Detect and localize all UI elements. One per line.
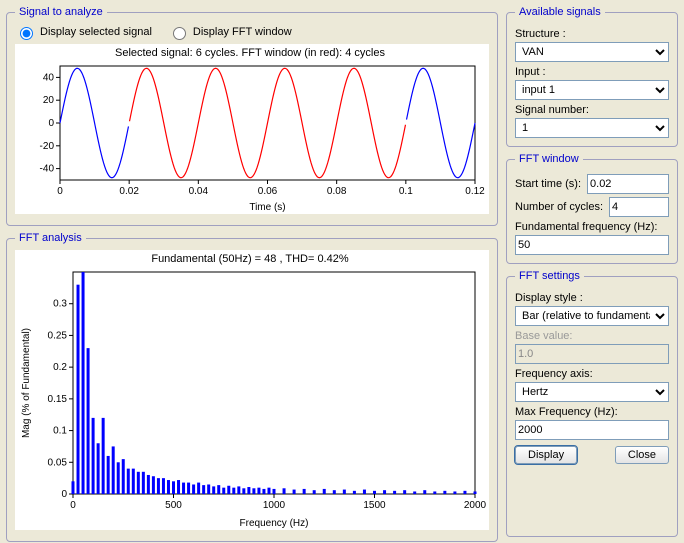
- svg-text:0.3: 0.3: [53, 299, 67, 310]
- max-freq-label: Max Frequency (Hz):: [515, 406, 669, 418]
- start-time-input[interactable]: [587, 174, 669, 194]
- freq-axis-label: Frequency axis:: [515, 368, 669, 380]
- ncycles-label: Number of cycles:: [515, 201, 603, 213]
- base-value-input: [515, 344, 669, 364]
- svg-text:0: 0: [70, 500, 76, 511]
- svg-text:0: 0: [48, 118, 54, 129]
- signal-chart: Selected signal: 6 cycles. FFT window (i…: [15, 44, 489, 214]
- svg-text:0.08: 0.08: [327, 186, 347, 197]
- available-signals-panel: Available signals Structure : VAN Input …: [506, 6, 678, 147]
- fft-settings-panel: FFT settings Display style : Bar (relati…: [506, 270, 678, 537]
- fundfreq-input[interactable]: [515, 235, 669, 255]
- svg-text:500: 500: [165, 500, 182, 511]
- svg-text:0.1: 0.1: [53, 426, 67, 437]
- max-freq-input[interactable]: [515, 420, 669, 440]
- radio-selected-label: Display selected signal: [40, 26, 152, 38]
- svg-text:0.04: 0.04: [189, 186, 209, 197]
- svg-text:0.25: 0.25: [48, 330, 68, 341]
- radio-selected-signal[interactable]: Display selected signal: [15, 24, 152, 40]
- svg-text:40: 40: [43, 72, 55, 83]
- structure-select[interactable]: VAN: [515, 42, 669, 62]
- ncycles-input[interactable]: [609, 197, 669, 217]
- structure-label: Structure :: [515, 28, 669, 40]
- display-button[interactable]: Display: [515, 446, 577, 464]
- signal-panel-legend: Signal to analyze: [15, 6, 107, 18]
- svg-text:Mag (% of Fundamental): Mag (% of Fundamental): [21, 328, 32, 438]
- radio-selected-signal-input[interactable]: [20, 27, 33, 40]
- display-style-label: Display style :: [515, 292, 669, 304]
- start-time-label: Start time (s):: [515, 178, 581, 190]
- svg-text:0.15: 0.15: [48, 394, 68, 405]
- svg-text:1500: 1500: [363, 500, 386, 511]
- base-value-label: Base value:: [515, 330, 669, 342]
- svg-text:0.06: 0.06: [258, 186, 278, 197]
- radio-fft-window-input[interactable]: [173, 27, 186, 40]
- display-style-select[interactable]: Bar (relative to fundamental): [515, 306, 669, 326]
- signal-to-analyze-panel: Signal to analyze Display selected signa…: [6, 6, 498, 226]
- signal-number-select[interactable]: 1: [515, 118, 669, 138]
- signal-number-label: Signal number:: [515, 104, 669, 116]
- freq-axis-select[interactable]: Hertz: [515, 382, 669, 402]
- fundfreq-label: Fundamental frequency (Hz):: [515, 221, 669, 233]
- svg-text:-20: -20: [40, 141, 55, 152]
- svg-text:Fundamental (50Hz) = 48 , THD=: Fundamental (50Hz) = 48 , THD= 0.42%: [151, 253, 349, 265]
- available-legend: Available signals: [515, 6, 605, 18]
- radio-fft-label: Display FFT window: [193, 26, 292, 38]
- fft-analysis-panel: FFT analysis Fundamental (50Hz) = 48 , T…: [6, 232, 498, 542]
- svg-text:Time (s): Time (s): [249, 202, 285, 213]
- input-select[interactable]: input 1: [515, 80, 669, 100]
- svg-text:0.2: 0.2: [53, 362, 67, 373]
- svg-text:-40: -40: [40, 164, 55, 175]
- svg-text:2000: 2000: [464, 500, 487, 511]
- fft-window-panel: FFT window Start time (s): Number of cyc…: [506, 153, 678, 264]
- fft-chart: Fundamental (50Hz) = 48 , THD= 0.42% 0 0.0…: [15, 250, 489, 530]
- close-button[interactable]: Close: [615, 446, 669, 464]
- svg-text:1000: 1000: [263, 500, 286, 511]
- svg-text:Frequency (Hz): Frequency (Hz): [240, 518, 309, 529]
- fft-settings-legend: FFT settings: [515, 270, 584, 282]
- svg-text:0.02: 0.02: [119, 186, 139, 197]
- svg-text:0.05: 0.05: [48, 457, 68, 468]
- fft-panel-legend: FFT analysis: [15, 232, 86, 244]
- input-label: Input :: [515, 66, 669, 78]
- fft-window-legend: FFT window: [515, 153, 583, 165]
- svg-text:20: 20: [43, 95, 55, 106]
- svg-text:0.12: 0.12: [465, 186, 485, 197]
- svg-text:0: 0: [57, 186, 63, 197]
- svg-text:Selected signal: 6 cycles. FFT: Selected signal: 6 cycles. FFT window (i…: [115, 47, 386, 59]
- svg-text:0: 0: [61, 489, 67, 500]
- svg-text:0.1: 0.1: [399, 186, 413, 197]
- signal-radio-group: Display selected signal Display FFT wind…: [15, 24, 489, 40]
- radio-fft-window[interactable]: Display FFT window: [168, 24, 292, 40]
